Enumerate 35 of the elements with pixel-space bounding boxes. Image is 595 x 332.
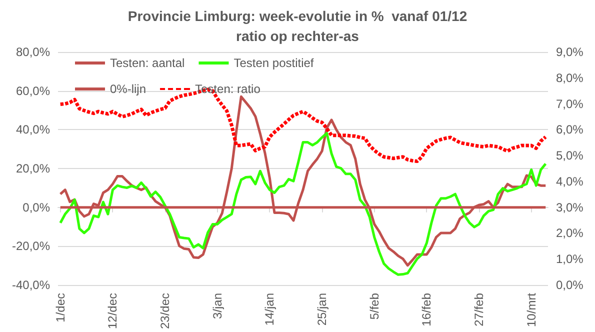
- legend-label: Testen: ratio: [195, 82, 261, 96]
- y-tick-label: -40,0%: [12, 278, 50, 292]
- x-tick-label: 10/mrt: [524, 292, 538, 327]
- x-tick-label: 1/dec: [53, 292, 68, 322]
- x-tick-label: 3/jan: [210, 292, 224, 319]
- chart-title: Provincie Limburg: week-evolutie in % vanaf 01/12: [128, 8, 468, 24]
- x-tick-label: 14/jan: [262, 292, 277, 326]
- y2-tick-label: 1,0%: [556, 252, 584, 266]
- y2-tick-label: 0,0%: [556, 278, 584, 292]
- chart-subtitle: ratio op rechter-as: [236, 28, 360, 44]
- line-series: [59, 132, 547, 276]
- y-tick-label: 0,0%: [22, 200, 50, 214]
- y-tick-label: 40,0%: [16, 122, 50, 137]
- y2-tick-label: 3,0%: [556, 200, 584, 214]
- x-tick-label: 25/jan: [315, 292, 330, 326]
- y2-tick-label: 7,0%: [556, 96, 584, 111]
- legend-label: 0%-lijn: [110, 82, 146, 96]
- x-tick-label: 12/dec: [106, 292, 120, 329]
- y-tick-label: 60,0%: [16, 84, 50, 98]
- x-tick-label: 23/dec: [158, 292, 172, 329]
- legend-label: Testen: aantal: [110, 56, 185, 70]
- x-tick-label: 16/feb: [420, 292, 434, 326]
- y2-tick-label: 4,0%: [556, 174, 584, 188]
- y2-tick-label: 5,0%: [556, 148, 584, 163]
- y2-tick-label: 6,0%: [556, 122, 584, 137]
- x-tick-label: 5/feb: [367, 292, 382, 320]
- line-series: [59, 95, 547, 267]
- y2-tick-label: 2,0%: [556, 226, 584, 240]
- legend-label: Testen postitief: [234, 56, 314, 70]
- y-tick-label: 80,0%: [16, 45, 50, 59]
- y2-tick-label: 8,0%: [556, 70, 584, 85]
- y2-tick-label: 9,0%: [556, 45, 584, 59]
- y-tick-label: 20,0%: [16, 161, 50, 176]
- x-tick-label: 27/feb: [472, 292, 486, 326]
- y-tick-label: -20,0%: [12, 239, 50, 254]
